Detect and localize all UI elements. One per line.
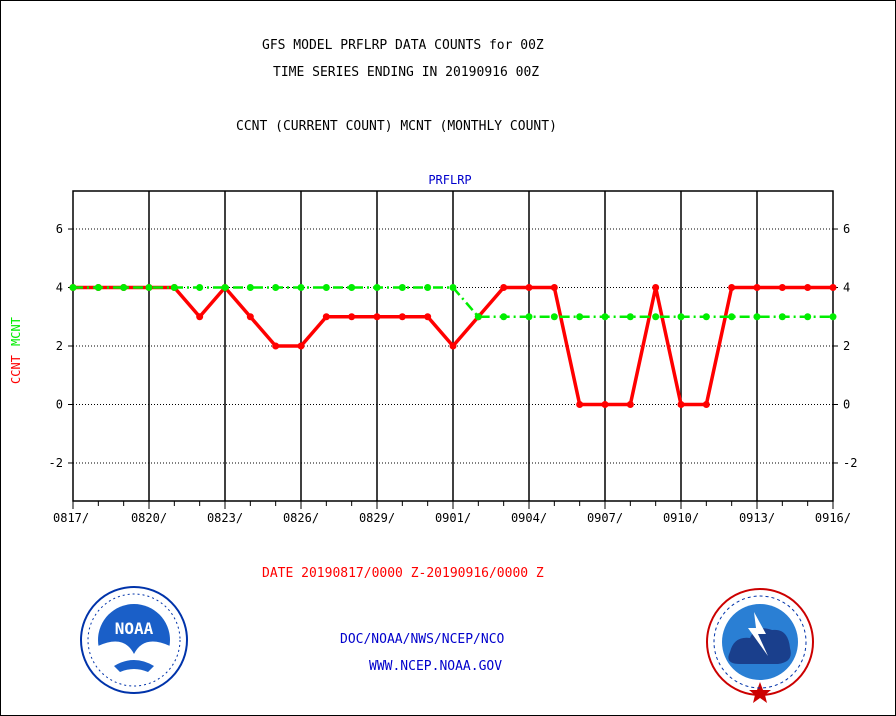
x-tick-label: 0904/ bbox=[511, 511, 547, 525]
data-point-ccnt bbox=[626, 400, 634, 408]
noaa-logo-text: NOAA bbox=[115, 619, 154, 638]
data-point-ccnt bbox=[373, 313, 381, 321]
data-point-ccnt bbox=[449, 342, 457, 350]
data-point-mcnt bbox=[728, 313, 736, 321]
x-tick-label: 0901/ bbox=[435, 511, 471, 525]
data-point-ccnt bbox=[348, 313, 356, 321]
data-point-mcnt bbox=[170, 284, 178, 292]
data-point-mcnt bbox=[398, 284, 406, 292]
data-point-ccnt bbox=[576, 400, 584, 408]
data-point-mcnt bbox=[677, 313, 685, 321]
data-point-ccnt bbox=[272, 342, 280, 350]
data-point-ccnt bbox=[753, 284, 761, 292]
y-tick-label-right: 0 bbox=[843, 397, 850, 411]
data-point-mcnt bbox=[424, 284, 432, 292]
y-tick-label-left: 0 bbox=[56, 397, 63, 411]
y-tick-label-right: 6 bbox=[843, 222, 850, 236]
data-point-mcnt bbox=[196, 284, 204, 292]
chart-title-line1: GFS MODEL PRFLRP DATA COUNTS for 00Z bbox=[262, 38, 544, 53]
data-point-mcnt bbox=[348, 284, 356, 292]
data-point-mcnt bbox=[626, 313, 634, 321]
data-point-mcnt bbox=[322, 284, 330, 292]
data-point-mcnt bbox=[272, 284, 280, 292]
data-point-mcnt bbox=[702, 313, 710, 321]
x-tick-label: 0817/ bbox=[53, 511, 89, 525]
org-label: DOC/NOAA/NWS/NCEP/NCO bbox=[340, 632, 505, 647]
data-point-mcnt bbox=[601, 313, 609, 321]
y-tick-label-right: 2 bbox=[843, 339, 850, 353]
data-point-mcnt bbox=[474, 313, 482, 321]
data-point-ccnt bbox=[601, 400, 609, 408]
y-tick-label-left: 6 bbox=[56, 222, 63, 236]
url-link[interactable]: WWW.NCEP.NOAA.GOV bbox=[369, 659, 503, 674]
x-tick-label: 0820/ bbox=[131, 511, 167, 525]
y-tick-label-right: -2 bbox=[843, 456, 857, 470]
y-tick-label-left: -2 bbox=[49, 456, 63, 470]
data-point-mcnt bbox=[246, 284, 254, 292]
data-point-ccnt bbox=[500, 284, 508, 292]
data-point-ccnt bbox=[677, 400, 685, 408]
data-point-mcnt bbox=[145, 284, 153, 292]
y-tick-label-right: 4 bbox=[843, 281, 850, 295]
data-point-mcnt bbox=[576, 313, 584, 321]
data-point-mcnt bbox=[297, 284, 305, 292]
data-point-mcnt bbox=[373, 284, 381, 292]
y-label-mcnt: MCNT bbox=[9, 317, 23, 346]
data-point-ccnt bbox=[550, 284, 558, 292]
y-tick-label-left: 2 bbox=[56, 339, 63, 353]
data-point-mcnt bbox=[804, 313, 812, 321]
data-point-mcnt bbox=[94, 284, 102, 292]
data-point-mcnt bbox=[525, 313, 533, 321]
data-point-mcnt bbox=[652, 313, 660, 321]
data-point-mcnt bbox=[753, 313, 761, 321]
y-tick-label-left: 4 bbox=[56, 281, 63, 295]
data-point-ccnt bbox=[702, 400, 710, 408]
data-point-mcnt bbox=[500, 313, 508, 321]
x-tick-label: 0826/ bbox=[283, 511, 319, 525]
data-point-mcnt bbox=[221, 284, 229, 292]
chart-subtitle: CCNT (CURRENT COUNT) MCNT (MONTHLY COUNT… bbox=[236, 119, 557, 134]
data-point-ccnt bbox=[246, 313, 254, 321]
data-point-mcnt bbox=[120, 284, 128, 292]
data-point-mcnt bbox=[829, 313, 837, 321]
data-point-ccnt bbox=[322, 313, 330, 321]
data-point-ccnt bbox=[297, 342, 305, 350]
data-point-ccnt bbox=[778, 284, 786, 292]
axes: -2 -2 0 0 2 2 4 4 6 6 0817/0820/0823/0826/0829/090… bbox=[49, 190, 857, 525]
data-point-ccnt bbox=[196, 313, 204, 321]
data-point-mcnt bbox=[778, 313, 786, 321]
data-point-ccnt bbox=[804, 284, 812, 292]
data-point-ccnt bbox=[525, 284, 533, 292]
nws-logo bbox=[706, 588, 814, 703]
y-label-ccnt: CCNT bbox=[9, 355, 23, 384]
data-point-ccnt bbox=[652, 284, 660, 292]
data-point-mcnt bbox=[69, 284, 77, 292]
data-point-ccnt bbox=[398, 313, 406, 321]
data-point-mcnt bbox=[449, 284, 457, 292]
x-tick-label: 0913/ bbox=[739, 511, 775, 525]
noaa-logo: NOAA bbox=[80, 586, 188, 694]
x-tick-label: 0829/ bbox=[359, 511, 395, 525]
data-point-ccnt bbox=[424, 313, 432, 321]
data-point-ccnt bbox=[829, 284, 837, 292]
data-point-ccnt bbox=[728, 284, 736, 292]
plot-title: PRFLRP bbox=[428, 173, 471, 187]
chart-title-line2: TIME SERIES ENDING IN 20190916 00Z bbox=[273, 65, 540, 80]
x-tick-label: 0907/ bbox=[587, 511, 623, 525]
series bbox=[69, 284, 837, 408]
date-range-label: DATE 20190817/0000 Z-20190916/0000 Z bbox=[262, 566, 544, 581]
data-point-mcnt bbox=[550, 313, 558, 321]
x-tick-label: 0823/ bbox=[207, 511, 243, 525]
x-tick-label: 0910/ bbox=[663, 511, 699, 525]
y-axis-label: CCNT MCNT bbox=[9, 317, 23, 384]
x-tick-label: 0916/ bbox=[815, 511, 851, 525]
